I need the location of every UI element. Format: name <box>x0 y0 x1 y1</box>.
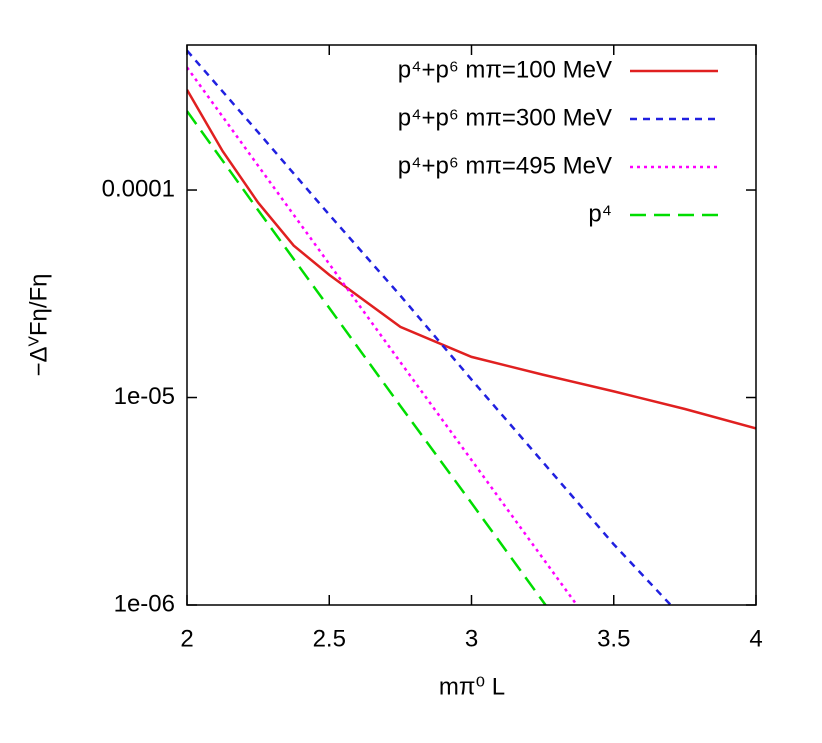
series-line <box>187 49 672 605</box>
x-tick-label: 2 <box>180 625 193 652</box>
legend-label: p⁴+p⁶ mπ=100 MeV <box>398 56 612 83</box>
plot-area <box>187 49 756 605</box>
series-line <box>187 89 756 430</box>
legend-label: p⁴ <box>588 200 612 227</box>
x-tick-label: 3.5 <box>597 625 630 652</box>
y-axis-label: −ΔⱽFη/Fη <box>25 273 52 376</box>
y-tick-label: 1e-05 <box>114 383 175 410</box>
y-tick-label: 0.0001 <box>102 175 175 202</box>
x-tick-label: 3 <box>465 625 478 652</box>
legend-label: p⁴+p⁶ mπ=495 MeV <box>398 152 612 179</box>
x-tick-label: 2.5 <box>313 625 346 652</box>
legend-label: p⁴+p⁶ mπ=300 MeV <box>398 104 612 131</box>
series-line <box>187 66 578 605</box>
x-tick-label: 4 <box>749 625 762 652</box>
series-line <box>187 110 547 605</box>
x-axis-label: mπ⁰ L <box>439 673 505 700</box>
y-tick-label: 1e-06 <box>114 590 175 617</box>
